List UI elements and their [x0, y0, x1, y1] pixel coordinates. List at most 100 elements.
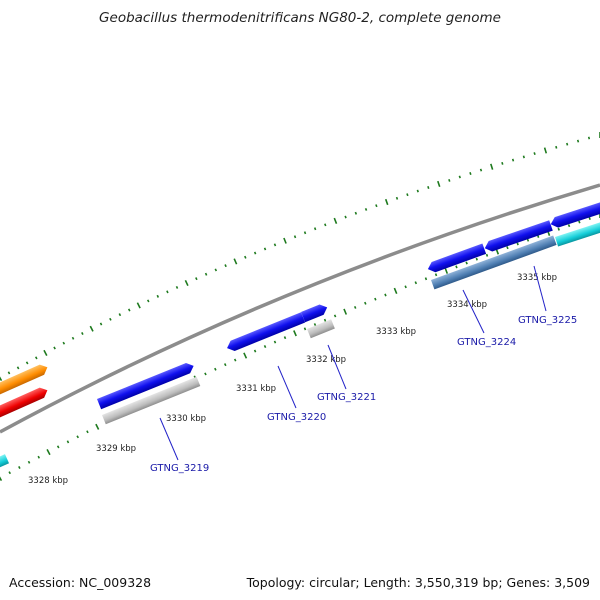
tick-mark	[354, 211, 358, 215]
tick-mark	[576, 139, 580, 143]
tick-mark	[516, 242, 519, 246]
kbp-label: 3331 kbp	[236, 384, 276, 394]
tick-mark	[537, 235, 540, 238]
tick-mark	[343, 308, 348, 315]
tick-mark	[384, 198, 389, 206]
gene-label-GTNG_3225: GTNG_3225	[518, 315, 577, 326]
gene-labels: GTNG_3219 GTNG_3220 GTNG_3221 GTNG_3224 …	[150, 315, 577, 474]
tick-mark	[18, 466, 21, 469]
tick-mark	[184, 279, 189, 287]
tick-mark	[406, 193, 409, 197]
gene-blue-3225a[interactable]	[483, 220, 553, 253]
tick-mark	[244, 255, 247, 259]
feature-steel-3224[interactable]	[431, 235, 557, 290]
tick-mark	[395, 196, 399, 200]
tick-mark	[109, 317, 112, 321]
tick-mark	[263, 345, 267, 349]
tick-mark	[273, 340, 277, 344]
gene-GTNG_3221[interactable]	[301, 302, 329, 323]
tick-mark	[175, 285, 179, 289]
gene-label-GTNG_3219: GTNG_3219	[150, 463, 209, 474]
tick-mark	[62, 341, 66, 345]
tick-mark	[479, 168, 483, 172]
tick-mark	[66, 440, 70, 444]
tick-mark	[416, 189, 419, 193]
tick-mark	[8, 471, 12, 475]
tick-mark	[313, 323, 317, 327]
tick-mark	[475, 257, 478, 261]
tick-mark	[233, 358, 237, 362]
tick-mark	[323, 318, 327, 322]
tick-mark	[404, 285, 407, 289]
tick-mark	[283, 336, 287, 340]
tick-mark	[469, 172, 472, 175]
tick-mark	[37, 455, 41, 459]
feature-cyan-edge[interactable]	[0, 454, 10, 469]
tick-mark	[166, 290, 169, 294]
gene-label-GTNG_3220: GTNG_3220	[267, 412, 326, 423]
gene-GTNG_3220[interactable]	[225, 312, 306, 353]
tick-mark	[458, 175, 461, 179]
feature-gray-3221[interactable]	[307, 319, 335, 339]
tick-mark	[490, 163, 494, 170]
genome-backbone	[0, 183, 600, 434]
tick-mark	[566, 142, 569, 146]
tick-mark	[414, 281, 418, 285]
tick-mark	[253, 349, 257, 353]
kbp-label: 3334 kbp	[447, 300, 487, 310]
tick-mark	[427, 186, 430, 189]
tick-mark	[526, 238, 530, 242]
tick-mark	[34, 356, 38, 360]
kbp-label: 3330 kbp	[166, 414, 206, 424]
gene-orange[interactable]	[0, 362, 50, 396]
tick-mark	[233, 258, 238, 265]
tick-mark	[485, 253, 489, 257]
tick-mark	[223, 363, 227, 367]
tick-mark	[43, 349, 48, 356]
tick-mark	[543, 147, 548, 154]
gene-red[interactable]	[0, 385, 50, 419]
kbp-label: 3333 kbp	[376, 327, 416, 337]
tick-mark	[353, 305, 357, 309]
tick-mark	[293, 235, 297, 239]
tick-mark	[95, 423, 100, 430]
forward-strand-genes	[0, 200, 600, 419]
tick-mark	[0, 476, 3, 481]
tick-mark	[27, 460, 31, 464]
tick-mark	[555, 145, 558, 149]
tick-mark	[136, 302, 141, 309]
tick-mark	[578, 220, 581, 224]
feature-track	[0, 218, 600, 469]
kbp-labels: 3328 kbp 3329 kbp 3330 kbp 3331 kbp 3332…	[28, 273, 557, 486]
gene-GTNG_3219[interactable]	[97, 361, 196, 410]
tick-mark	[437, 180, 441, 188]
tick-mark	[588, 217, 591, 220]
gene-GTNG_3224[interactable]	[426, 243, 487, 274]
tick-mark	[567, 224, 571, 228]
tick-mark	[195, 277, 198, 281]
tick-mark	[511, 158, 515, 162]
tick-mark	[364, 301, 367, 305]
tick-mark	[224, 264, 227, 268]
tick-mark	[46, 449, 51, 456]
tick-mark	[273, 243, 277, 247]
tick-mark	[16, 366, 20, 370]
tick-mark	[204, 372, 207, 376]
tick-mark	[56, 445, 60, 449]
feature-cyan-3225[interactable]	[555, 218, 600, 247]
tick-mark	[204, 272, 208, 276]
tick-mark	[557, 227, 560, 231]
tick-mark	[263, 247, 267, 251]
map-title: Geobacillus thermodenitrificans NG80-2, …	[99, 10, 501, 26]
tick-mark	[303, 327, 307, 331]
tick-mark	[293, 330, 297, 337]
tick-mark	[0, 376, 3, 381]
tick-mark	[283, 237, 287, 244]
tick-mark	[344, 215, 347, 219]
tick-mark	[118, 313, 122, 317]
feature-gray-3219[interactable]	[102, 376, 201, 425]
gene-blue-edge[interactable]	[549, 200, 600, 229]
tick-mark	[53, 346, 56, 350]
tick-mark	[214, 268, 218, 272]
